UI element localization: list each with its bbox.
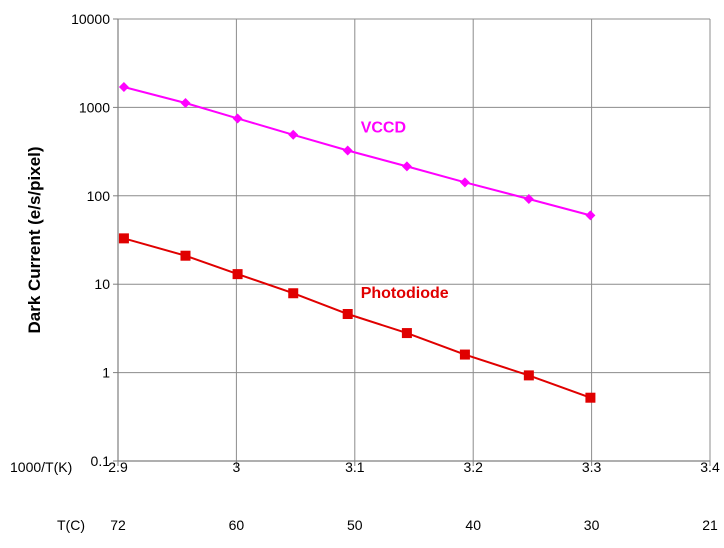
series-group: VCCD Photodiode — [118, 82, 596, 403]
x-tick-labels: 2.9 3 3.1 3.2 3.3 3.4 — [108, 459, 720, 475]
photodiode-point — [459, 349, 470, 360]
photodiode-point — [288, 288, 299, 299]
x-tick-label: 3.1 — [345, 459, 365, 475]
secondary-x-tick-labels: 72 60 50 40 30 21 — [110, 517, 718, 533]
y-tick-label: 10 — [94, 276, 110, 292]
y-tick-labels: 10000 1000 100 10 1 0.1 — [71, 11, 110, 469]
photodiode-point — [523, 370, 534, 381]
photodiode-point — [118, 233, 129, 244]
vccd-point — [118, 82, 129, 93]
x-tick-label: 2.9 — [108, 459, 128, 475]
vccd-point — [232, 113, 243, 124]
photodiode-point — [342, 309, 353, 320]
y-tick-label: 0.1 — [91, 453, 111, 469]
y-tick-label: 100 — [87, 188, 111, 204]
x-axis-label: 1000/T(K) — [10, 459, 72, 475]
series-photodiode: Photodiode — [118, 233, 596, 403]
y-tick-label: 1000 — [79, 99, 110, 115]
secondary-x-tick-label: 72 — [110, 517, 126, 533]
plot-area — [118, 19, 710, 461]
photodiode-point — [401, 328, 412, 339]
x-tick-label: 3 — [233, 459, 241, 475]
y-axis-label: Dark Current (e/s/pixel) — [25, 146, 44, 333]
plot-background — [118, 19, 710, 461]
photodiode-label: Photodiode — [361, 285, 449, 302]
x-tick-label: 3.2 — [463, 459, 483, 475]
vccd-point — [180, 98, 191, 109]
vccd-point — [523, 194, 534, 205]
vccd-label: VCCD — [361, 120, 406, 137]
secondary-x-tick-label: 60 — [229, 517, 245, 533]
secondary-x-tick-label: 50 — [347, 517, 363, 533]
vccd-point — [342, 145, 353, 156]
x-tick-label: 3.4 — [700, 459, 720, 475]
series-vccd: VCCD — [118, 82, 596, 221]
vccd-point — [585, 210, 596, 221]
photodiode-point — [585, 392, 596, 403]
y-tick-label: 1 — [102, 365, 110, 381]
secondary-x-tick-label: 40 — [465, 517, 481, 533]
vccd-point — [459, 177, 470, 188]
secondary-x-axis-label: T(C) — [57, 517, 85, 533]
secondary-x-tick-label: 30 — [584, 517, 600, 533]
photodiode-point — [232, 269, 243, 280]
x-tick-label: 3.3 — [582, 459, 602, 475]
secondary-x-tick-label: 21 — [702, 517, 718, 533]
photodiode-point — [180, 250, 191, 261]
y-tick-label: 10000 — [71, 11, 110, 27]
axes — [113, 18, 711, 466]
vccd-point — [401, 161, 412, 172]
vccd-point — [288, 129, 299, 140]
